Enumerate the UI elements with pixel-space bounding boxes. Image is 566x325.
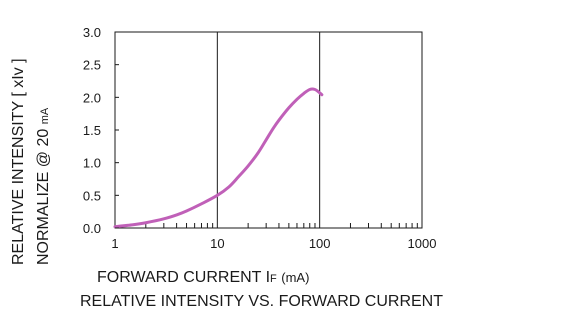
x-axis-label-main: FORWARD CURRENT I: [97, 269, 271, 286]
x-axis-label-subscript: F: [270, 273, 277, 285]
x-tick-label: 10: [210, 236, 224, 251]
x-tick-label: 100: [309, 236, 331, 251]
y-axis-label-line2-unit: mA: [39, 107, 51, 124]
y-tick-label: 3.0: [83, 25, 101, 40]
y-tick-label: 0.5: [83, 188, 101, 203]
y-tick-labels: 0.0 0.5 1.0 1.5 2.0 2.5 3.0: [83, 25, 119, 236]
y-axis-label-line1: RELATIVE INTENSITY [ xIv ]: [10, 58, 27, 265]
x-tick-label: 1000: [408, 236, 437, 251]
x-tick-labels: 1 10 100 1000: [111, 236, 436, 251]
y-tick-label: 1.0: [83, 156, 101, 171]
x-axis-label: FORWARD CURRENT IF (mA): [97, 269, 309, 287]
chart-title: RELATIVE INTENSITY VS. FORWARD CURRENT: [80, 293, 444, 310]
y-tick-label: 2.5: [83, 58, 101, 73]
y-tick-label: 0.0: [83, 221, 101, 236]
x-axis-label-unit: (mA): [281, 270, 310, 285]
plot-frame: [114, 31, 423, 229]
y-tick-label: 2.0: [83, 90, 101, 105]
x-tick-label: 1: [111, 236, 118, 251]
series-curve: [113, 87, 324, 229]
y-tick-label: 1.5: [83, 123, 101, 138]
grid-lines: [216, 32, 321, 228]
y-axis-label-line2: NORMALIZE @ 20 mA: [35, 107, 52, 265]
y-axis-label-line2-main: NORMALIZE @ 20: [35, 124, 52, 265]
x-minor-ticks: [145, 223, 418, 228]
